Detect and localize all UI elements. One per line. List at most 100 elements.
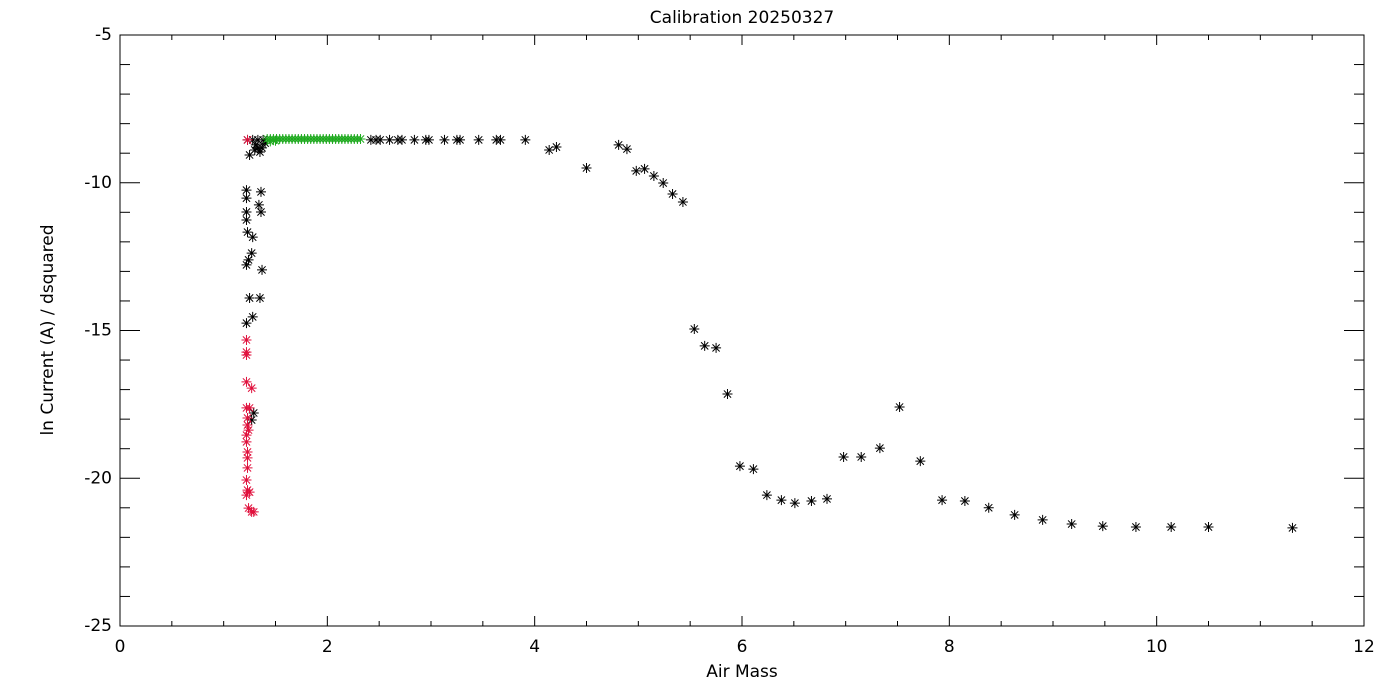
point	[241, 185, 252, 196]
point	[648, 170, 659, 181]
point	[242, 420, 253, 431]
point	[689, 324, 700, 335]
point	[621, 144, 632, 155]
x-tick-label: 0	[115, 637, 126, 657]
point	[241, 436, 252, 447]
point	[241, 430, 252, 441]
point	[247, 134, 258, 145]
point	[473, 134, 484, 145]
chart-title: Calibration 20250327	[650, 8, 834, 28]
point	[544, 144, 555, 155]
point	[241, 350, 252, 361]
point	[551, 141, 562, 152]
point	[257, 264, 268, 275]
x-tick-label: 6	[737, 637, 748, 657]
point	[241, 334, 252, 345]
point	[248, 407, 259, 418]
x-tick-label: 4	[529, 637, 540, 657]
point	[894, 402, 905, 413]
point	[241, 259, 252, 270]
point	[242, 412, 253, 423]
point	[699, 340, 710, 351]
point	[241, 475, 252, 486]
point	[255, 207, 266, 218]
point	[243, 503, 254, 514]
point	[776, 495, 787, 506]
point	[748, 464, 759, 475]
point	[246, 248, 257, 259]
point	[260, 138, 271, 149]
point	[265, 136, 276, 147]
point	[409, 134, 420, 145]
point	[874, 443, 885, 454]
point	[937, 495, 948, 506]
point	[789, 498, 800, 509]
point	[983, 502, 994, 513]
point	[581, 162, 592, 173]
point	[247, 311, 258, 322]
y-tick-label: -20	[84, 468, 112, 488]
point	[249, 144, 260, 155]
point	[244, 402, 255, 413]
point	[255, 186, 266, 197]
y-tick-label: -10	[84, 173, 112, 193]
point	[1130, 522, 1141, 533]
point	[451, 134, 462, 145]
point	[244, 292, 255, 303]
point	[241, 318, 252, 329]
point	[371, 134, 382, 145]
point	[254, 147, 265, 158]
point	[491, 134, 502, 145]
point	[613, 139, 624, 150]
point	[241, 376, 252, 387]
x-tick-label: 10	[1146, 637, 1168, 657]
point	[242, 452, 253, 463]
y-tick-label: -15	[84, 321, 112, 341]
point	[254, 292, 265, 303]
point	[241, 207, 252, 218]
point	[242, 227, 253, 238]
point	[806, 496, 817, 507]
point	[1203, 522, 1214, 533]
point	[631, 165, 642, 176]
point	[243, 425, 254, 436]
point	[734, 461, 745, 472]
y-axis-label: ln Current (A) / dsquared	[38, 224, 58, 435]
point	[253, 199, 264, 210]
point	[711, 342, 722, 353]
point	[243, 254, 254, 265]
point	[722, 389, 733, 400]
point	[246, 415, 257, 426]
point	[658, 178, 669, 189]
x-tick-label: 8	[944, 637, 955, 657]
point	[241, 214, 252, 225]
point	[258, 134, 269, 145]
x-tick-label: 2	[322, 637, 333, 657]
point	[439, 134, 450, 145]
point	[242, 462, 253, 473]
point	[959, 496, 970, 507]
point	[244, 149, 255, 160]
x-tick-label: 12	[1353, 637, 1375, 657]
point	[1066, 519, 1077, 530]
point	[246, 383, 257, 394]
point	[1097, 521, 1108, 532]
x-axis-label: Air Mass	[706, 662, 778, 682]
point	[247, 232, 258, 243]
point	[252, 134, 263, 145]
point	[1037, 514, 1048, 525]
point	[248, 506, 259, 517]
point	[761, 490, 772, 501]
point	[520, 134, 531, 145]
point	[242, 134, 253, 145]
point	[677, 196, 688, 207]
point	[365, 134, 376, 145]
point	[270, 135, 281, 146]
point	[915, 456, 926, 467]
point	[241, 490, 252, 501]
y-tick-label: -25	[84, 616, 112, 636]
point	[667, 188, 678, 199]
